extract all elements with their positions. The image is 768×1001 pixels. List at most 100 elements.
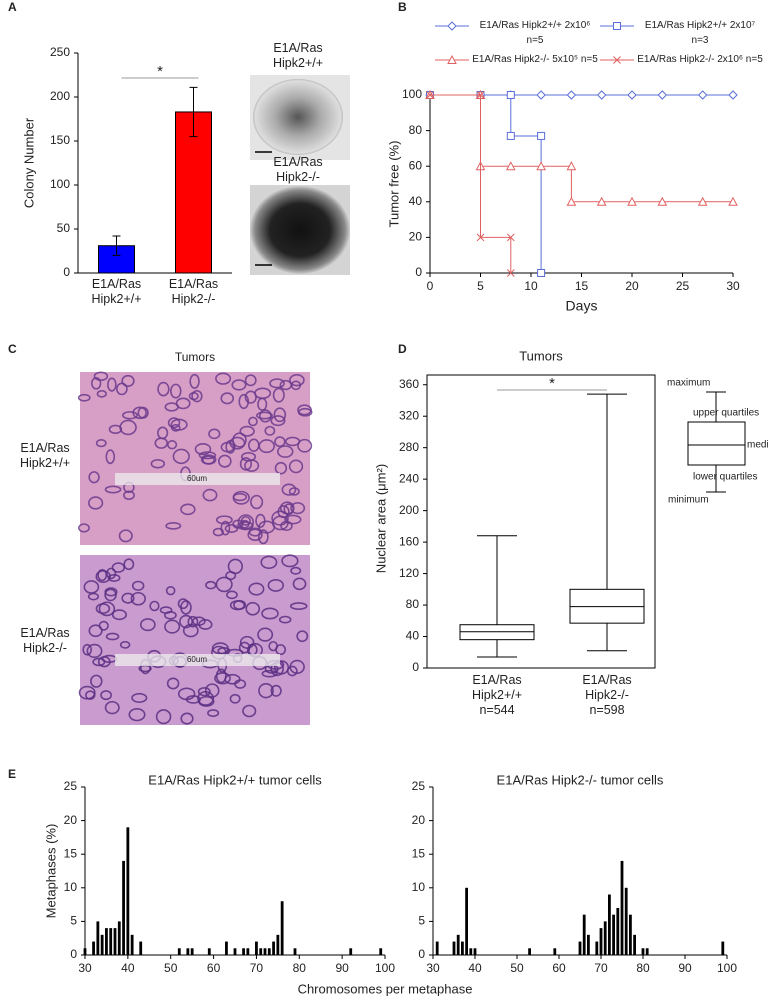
nucleus	[239, 635, 255, 649]
x-tick-label: 50	[510, 961, 524, 975]
bar	[461, 941, 464, 955]
nucleus	[231, 379, 247, 391]
nucleus	[232, 492, 248, 502]
y-tick-label: 40	[406, 629, 420, 643]
y-axis-label: Tumor free (%)	[386, 141, 401, 228]
colony	[250, 186, 350, 274]
bar	[293, 948, 297, 955]
bar	[435, 941, 439, 955]
bar	[456, 934, 460, 955]
image-label: E1A/Ras Hipk2-/-	[273, 155, 323, 184]
nucleus	[108, 424, 123, 435]
x-tick-label: 30	[426, 961, 440, 975]
nucleus	[290, 502, 306, 515]
nucleus	[107, 377, 117, 392]
bar	[276, 934, 280, 955]
nucleus	[180, 503, 196, 516]
x-tick-label: 90	[335, 961, 349, 975]
bar	[225, 941, 228, 955]
nucleus	[182, 623, 199, 638]
error-bar	[189, 86, 198, 138]
nucleus	[244, 390, 257, 404]
legend-marker	[447, 21, 457, 31]
x-tick-label: 40	[468, 961, 482, 975]
nucleus	[175, 397, 191, 410]
y-tick-label: 80	[409, 123, 423, 137]
marker	[697, 196, 708, 206]
nucleus	[242, 704, 257, 718]
nucleus	[198, 619, 213, 630]
bar	[452, 941, 456, 955]
nucleus	[257, 529, 269, 545]
box-legend-label: minimum	[668, 495, 709, 506]
legend-label: E1A/Ras Hipk2+/+ 2x10⁶ n=5	[479, 20, 591, 46]
marker	[596, 90, 607, 100]
nucleus	[256, 411, 273, 420]
bar	[465, 887, 468, 955]
nucleus	[290, 566, 302, 575]
nucleus	[95, 439, 107, 448]
box-legend-label: maximum	[667, 378, 710, 389]
x-tick-label: 15	[575, 279, 589, 293]
nucleus	[220, 392, 235, 405]
bar	[616, 907, 620, 955]
y-tick-label: 100	[402, 87, 422, 101]
nucleus	[167, 417, 181, 429]
nucleus	[212, 527, 224, 537]
nucleus	[248, 582, 265, 596]
y-tick-label: 25	[64, 779, 78, 793]
x-tick-label: 100	[375, 961, 395, 975]
nucleus	[121, 592, 135, 604]
nucleus	[289, 373, 305, 387]
nucleus	[238, 393, 250, 410]
bar	[553, 948, 557, 955]
marker	[506, 233, 515, 242]
nucleus	[177, 598, 189, 610]
scale-bar-label: 60um	[187, 655, 207, 664]
nucleus	[86, 643, 103, 659]
nucleus	[288, 459, 304, 474]
marker	[728, 196, 738, 206]
x-tick-label: 20	[625, 279, 639, 293]
y-tick-label: 0	[70, 947, 77, 961]
x-tick-label: 25	[676, 279, 690, 293]
legend-label: E1A/Ras Hipk2-/- 5x10⁵ n=5	[472, 54, 598, 65]
nucleus	[276, 445, 294, 458]
bar	[246, 948, 250, 955]
x-tick-label: 80	[293, 961, 307, 975]
nucleus	[93, 371, 109, 381]
nucleus	[98, 601, 116, 617]
nucleus	[215, 576, 233, 593]
whisker-upper	[587, 393, 627, 590]
bar	[242, 948, 245, 955]
x-tick-label: 80	[636, 961, 650, 975]
nucleus	[214, 672, 231, 685]
error-bar	[112, 235, 121, 256]
x-tick-label: 10	[524, 279, 538, 293]
bar	[109, 928, 113, 955]
nucleus	[164, 619, 181, 634]
bar	[255, 941, 258, 955]
box-legend	[687, 391, 746, 493]
whisker-lower	[477, 639, 517, 658]
y-tick-label: 60	[409, 158, 423, 172]
nucleus	[172, 448, 190, 465]
nucleus	[100, 690, 112, 701]
nucleus	[218, 454, 232, 468]
bar	[130, 934, 134, 955]
bar	[117, 921, 121, 955]
x-tick-label: E1A/Ras Hipk2+/+	[91, 277, 142, 306]
nucleus	[150, 458, 166, 469]
legend-marker	[613, 22, 621, 30]
y-tick-label: 0	[415, 265, 422, 279]
y-tick-label: 25	[412, 779, 426, 793]
nucleus	[157, 426, 169, 440]
series-line	[430, 94, 542, 273]
bar	[469, 948, 473, 955]
plot-frame	[426, 374, 656, 669]
nucleus	[292, 577, 307, 591]
significance-mark: *	[157, 63, 163, 80]
nucleus	[131, 580, 145, 591]
